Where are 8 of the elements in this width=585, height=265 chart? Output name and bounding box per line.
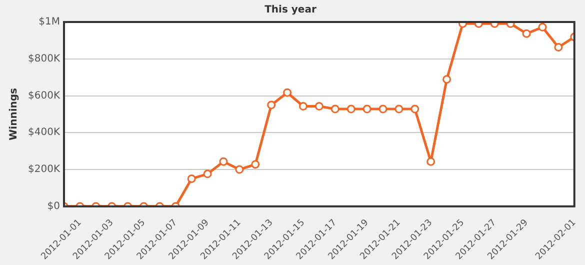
y-tick-label: $1M: [38, 16, 60, 28]
chart-title: This year: [264, 4, 316, 16]
y-axis-title: Winnings: [8, 88, 20, 140]
y-tick-label: $600K: [28, 90, 60, 102]
y-tick-label: $0: [47, 200, 60, 212]
y-tick-label: $200K: [28, 164, 60, 176]
y-tick-label: $400K: [28, 127, 60, 138]
y-tick-label: $800K: [28, 53, 60, 64]
